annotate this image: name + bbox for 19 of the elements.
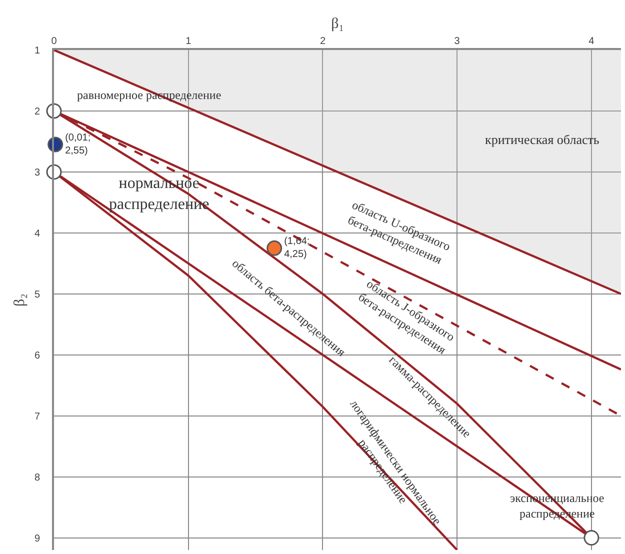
x-tick-label: 1: [186, 36, 192, 47]
data-label: (1,64; 4,25): [284, 236, 310, 260]
y-tick-label: 4: [34, 228, 40, 240]
y-tick-label: 9: [34, 533, 40, 544]
y-axis-title: β₂: [12, 294, 28, 306]
x-axis-title: β₁: [331, 16, 344, 32]
x-tick-label: 2: [320, 36, 326, 47]
x-tick-label: 0: [51, 36, 58, 47]
x-tick-label: 3: [454, 36, 460, 47]
y-tick-label: 6: [34, 350, 40, 362]
y-tick-label: 3: [34, 167, 40, 178]
data-label: (0,01; 2,55): [65, 132, 91, 157]
y-tick-label: 7: [34, 411, 40, 422]
y-tick-label: 8: [34, 472, 40, 484]
annotation: критическая область: [485, 132, 600, 147]
y-tick-label: 5: [34, 289, 40, 300]
y-tick-label: 2: [34, 106, 40, 118]
x-tick-label: 4: [588, 36, 595, 47]
y-tick-label: 1: [34, 46, 40, 56]
